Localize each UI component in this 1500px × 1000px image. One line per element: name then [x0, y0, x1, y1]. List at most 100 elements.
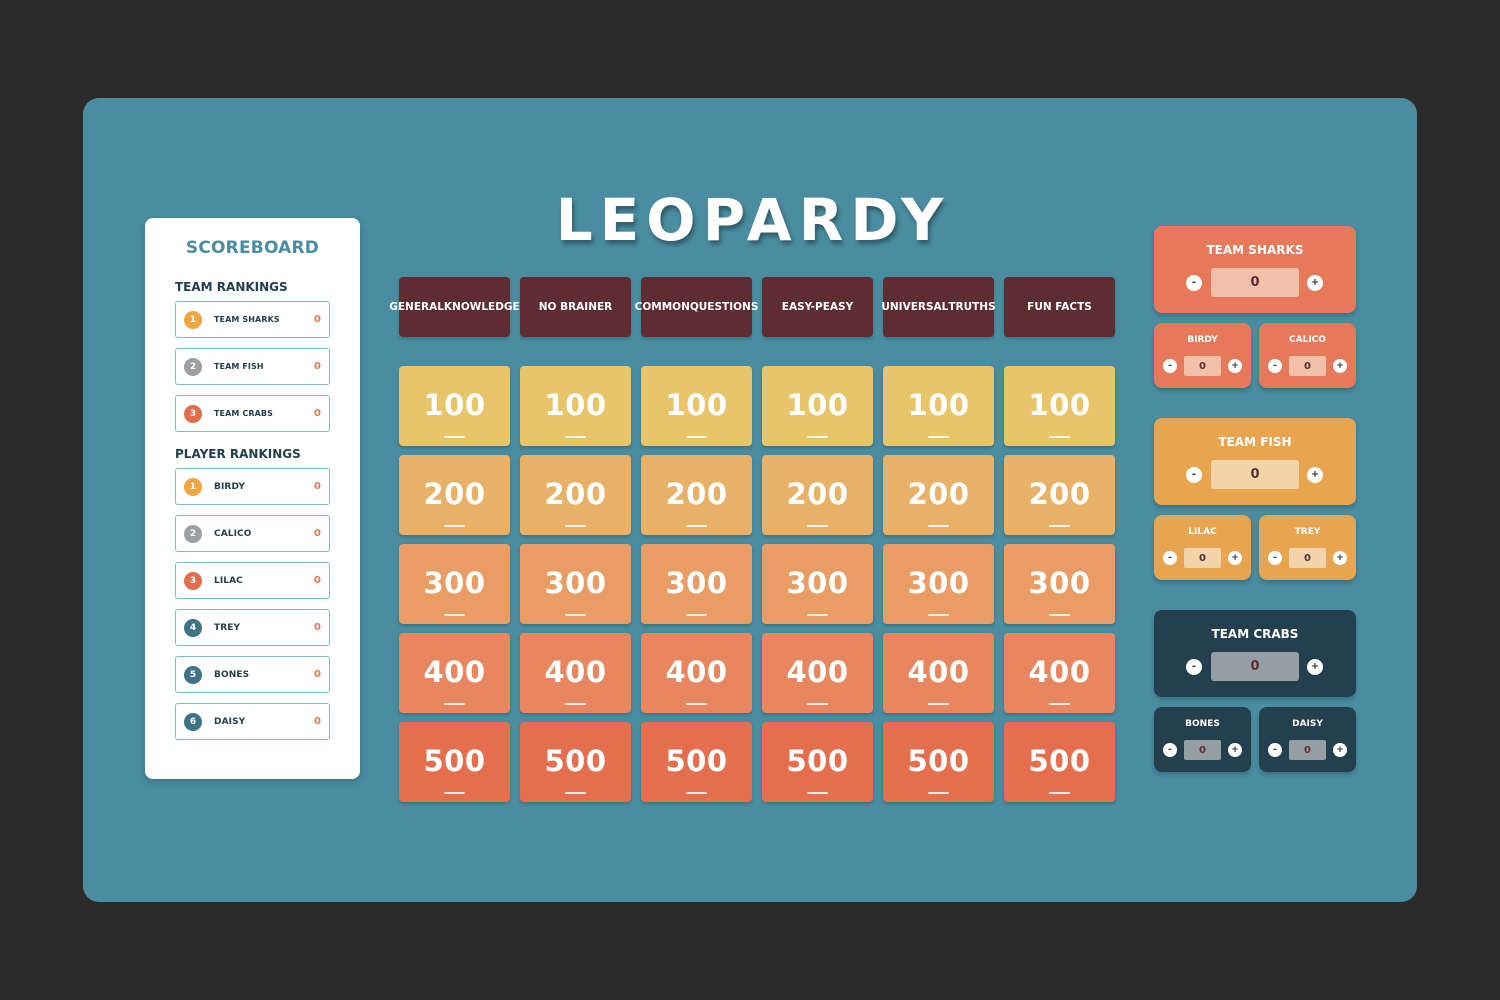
clue-underline: [565, 792, 586, 794]
scoreboard-panel: SCOREBOARD TEAM RANKINGS 1 TEAM SHARKS 0 2 T…: [145, 218, 360, 779]
rank-score: 0: [314, 314, 321, 325]
clue-row: 100 100 100 100 100 100: [399, 366, 1115, 446]
player-rank-name: BIRDY: [214, 481, 245, 492]
clue-tile[interactable]: 400: [883, 633, 994, 713]
clue-tile[interactable]: 500: [641, 722, 752, 802]
clue-tile[interactable]: 300: [520, 544, 631, 624]
clue-tile[interactable]: 100: [1004, 366, 1115, 446]
team-score-field[interactable]: 0: [1211, 652, 1299, 681]
clue-tile[interactable]: 500: [1004, 722, 1115, 802]
clue-tile[interactable]: 100: [641, 366, 752, 446]
increment-button[interactable]: +: [1228, 359, 1242, 373]
rank-badge: 1: [184, 310, 202, 329]
decrement-button[interactable]: -: [1186, 275, 1202, 291]
increment-button[interactable]: +: [1333, 359, 1347, 373]
player-score-field[interactable]: 0: [1184, 548, 1221, 568]
player-rank-name: CALICO: [214, 528, 252, 539]
clue-tile[interactable]: 100: [762, 366, 873, 446]
player-rankings-list: 1 BIRDY 0 2 CALICO 0 3 LILAC 0 4 TREY 0 5 BONES 0 6 DAIS…: [175, 468, 330, 740]
clue-value: 500: [665, 744, 728, 778]
rank-badge: 1: [184, 477, 202, 496]
decrement-button[interactable]: -: [1163, 551, 1177, 565]
increment-button[interactable]: +: [1228, 551, 1242, 565]
clue-tile[interactable]: 500: [520, 722, 631, 802]
clue-underline: [807, 703, 828, 705]
clue-value: 500: [786, 744, 849, 778]
clue-tile[interactable]: 200: [641, 455, 752, 535]
increment-button[interactable]: +: [1307, 275, 1323, 291]
clue-tile[interactable]: 200: [1004, 455, 1115, 535]
clue-value: 400: [423, 655, 486, 689]
decrement-button[interactable]: -: [1163, 359, 1177, 373]
decrement-button[interactable]: -: [1186, 659, 1202, 675]
clue-tile[interactable]: 500: [762, 722, 873, 802]
player-score-field[interactable]: 0: [1184, 740, 1221, 760]
clue-underline: [807, 792, 828, 794]
rank-badge: 5: [184, 665, 202, 684]
clue-value: 200: [907, 477, 970, 511]
player-rank-name: BONES: [214, 669, 250, 680]
clue-value: 300: [907, 566, 970, 600]
clue-tile[interactable]: 100: [399, 366, 510, 446]
clue-tile[interactable]: 200: [520, 455, 631, 535]
clue-tile[interactable]: 500: [399, 722, 510, 802]
clue-tile[interactable]: 300: [883, 544, 994, 624]
clue-underline: [928, 792, 949, 794]
player-rank-item: 2 CALICO 0: [175, 515, 330, 552]
decrement-button[interactable]: -: [1163, 743, 1177, 757]
increment-button[interactable]: +: [1333, 743, 1347, 757]
player-score-field[interactable]: 0: [1289, 356, 1326, 376]
clue-row: 200 200 200 200 200 200: [399, 455, 1115, 535]
clue-tile[interactable]: 200: [883, 455, 994, 535]
game-frame: SCOREBOARD TEAM RANKINGS 1 TEAM SHARKS 0 2 T…: [83, 98, 1417, 902]
clue-tile[interactable]: 400: [399, 633, 510, 713]
player-rank-item: 6 DAISY 0: [175, 703, 330, 740]
clue-tile[interactable]: 400: [520, 633, 631, 713]
clue-value: 400: [665, 655, 728, 689]
clue-row: 400 400 400 400 400 400: [399, 633, 1115, 713]
decrement-button[interactable]: -: [1268, 551, 1282, 565]
clue-tile[interactable]: 400: [1004, 633, 1115, 713]
clue-tile[interactable]: 300: [762, 544, 873, 624]
team-players: BONES -0 + DAISY -0 +: [1154, 707, 1356, 772]
increment-button[interactable]: +: [1333, 551, 1347, 565]
category-label-line1: FUN FACTS: [1027, 301, 1092, 313]
player-score-card: BIRDY -0 +: [1154, 323, 1251, 388]
category-header: GENERAL KNOWLEDGE: [389, 277, 520, 337]
team-players: BIRDY -0 + CALICO -0 +: [1154, 323, 1356, 388]
clue-tile[interactable]: 200: [399, 455, 510, 535]
player-score-field[interactable]: 0: [1289, 548, 1326, 568]
clue-underline: [1049, 792, 1070, 794]
player-rank-item: 4 TREY 0: [175, 609, 330, 646]
clue-tile[interactable]: 100: [883, 366, 994, 446]
clue-tile[interactable]: 300: [1004, 544, 1115, 624]
player-name: BIRDY: [1187, 335, 1218, 345]
decrement-button[interactable]: -: [1186, 467, 1202, 483]
clue-tile[interactable]: 300: [399, 544, 510, 624]
game-title: LEOPARDY: [555, 186, 951, 254]
rank-score: 0: [314, 622, 321, 633]
clue-tile[interactable]: 500: [883, 722, 994, 802]
team-score-field[interactable]: 0: [1211, 460, 1299, 489]
clue-tile[interactable]: 300: [641, 544, 752, 624]
player-rank-name: LILAC: [214, 575, 243, 586]
clue-tile[interactable]: 400: [762, 633, 873, 713]
category-header: FUN FACTS: [1004, 277, 1115, 337]
player-score-field[interactable]: 0: [1184, 356, 1221, 376]
category-label-line1: EASY-PEASY: [781, 301, 854, 313]
clue-value: 100: [1028, 388, 1091, 422]
player-score-field[interactable]: 0: [1289, 740, 1326, 760]
rank-score: 0: [314, 575, 321, 586]
clue-value: 200: [665, 477, 728, 511]
increment-button[interactable]: +: [1228, 743, 1242, 757]
increment-button[interactable]: +: [1307, 659, 1323, 675]
clue-tile[interactable]: 400: [641, 633, 752, 713]
clue-underline: [565, 614, 586, 616]
clue-tile[interactable]: 200: [762, 455, 873, 535]
team-score-field[interactable]: 0: [1211, 268, 1299, 297]
increment-button[interactable]: +: [1307, 467, 1323, 483]
clue-grid: 100 100 100 100 100 100 200 200 200 200 200 200 300 3…: [399, 366, 1115, 802]
decrement-button[interactable]: -: [1268, 743, 1282, 757]
decrement-button[interactable]: -: [1268, 359, 1282, 373]
clue-tile[interactable]: 100: [520, 366, 631, 446]
